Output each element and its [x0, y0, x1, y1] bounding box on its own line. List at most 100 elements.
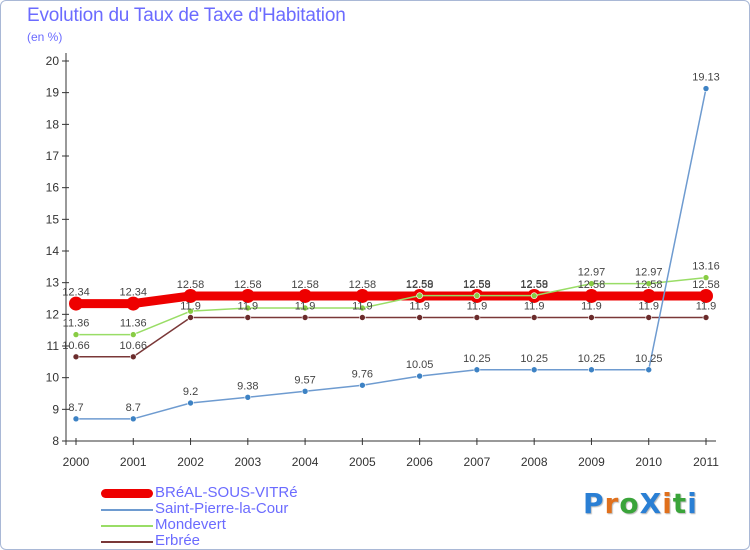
axes: 8 9 10 11 12 13 14 15 16 17 18 19 20 2000 2001 2002 2003…: [46, 53, 719, 469]
data-point-mondevert: [530, 292, 538, 299]
logo-letter: i: [687, 487, 698, 520]
data-label-erbree: 11.9: [638, 301, 659, 313]
data-point-breal: [699, 288, 713, 303]
data-label-erbree: 11.9: [524, 301, 545, 313]
data-label-mondevert: 12.59: [463, 279, 491, 291]
data-point-breal: [641, 288, 656, 303]
legend-swatch-erbree: [101, 541, 153, 543]
logo-letter: X: [639, 487, 663, 520]
x-tick-label: 2001: [120, 455, 147, 469]
series-saint-pierre: [72, 85, 710, 423]
x-tick-label: 2011: [693, 455, 719, 469]
data-label-breal: 12.58: [635, 279, 663, 291]
legend-label-erbree: Erbrée: [155, 532, 201, 549]
data-label-saint-pierre: 10.05: [406, 359, 434, 371]
y-tick-label: 15: [46, 212, 60, 226]
data-label-saint-pierre: 10.25: [635, 353, 663, 365]
x-tick-label: 2006: [406, 455, 433, 469]
data-point-saint-pierre: [244, 393, 252, 401]
data-labels: 12.34 12.34 12.58 12.58 12.58 12.58 12.58 12.58…: [62, 72, 720, 414]
data-point-erbree: [301, 314, 309, 321]
data-label-breal: 12.58: [177, 279, 205, 291]
data-label-saint-pierre: 9.2: [183, 386, 198, 398]
x-tick-label: 2005: [349, 455, 376, 469]
data-point-mondevert: [129, 331, 137, 338]
x-tick-label: 2007: [464, 455, 491, 469]
legend-swatch-breal: [101, 489, 153, 498]
y-tick-label: 9: [52, 402, 59, 416]
series-mondevert: [72, 274, 710, 338]
data-point-mondevert: [416, 292, 423, 299]
y-tick-label: 12: [46, 307, 60, 321]
data-label-saint-pierre: 10.25: [520, 353, 548, 365]
data-point-saint-pierre: [588, 366, 595, 374]
legend-swatch-saint-pierre: [101, 509, 153, 511]
chart-subtitle: (en %): [27, 30, 63, 44]
proxiti-logo: ProXiti: [583, 487, 698, 520]
data-point-erbree: [187, 314, 194, 321]
data-point-breal: [126, 296, 141, 311]
data-point-saint-pierre: [301, 387, 309, 395]
data-label-breal: 12.58: [520, 279, 548, 291]
data-point-erbree: [244, 314, 252, 321]
data-point-saint-pierre: [72, 415, 80, 423]
data-label-saint-pierre: 9.57: [294, 374, 315, 386]
data-point-saint-pierre: [645, 366, 653, 374]
legend-swatch-mondevert: [101, 525, 153, 527]
data-label-erbree: 11.9: [581, 301, 602, 313]
data-point-saint-pierre: [129, 415, 137, 423]
series-line-mondevert: [76, 276, 707, 336]
data-label-breal: 12.58: [291, 279, 319, 291]
data-point-mondevert: [72, 331, 80, 338]
legend-label-mondevert: Mondevert: [155, 516, 226, 533]
series-line-saint-pierre: [76, 88, 707, 420]
y-tick-label: 10: [46, 371, 60, 385]
data-label-breal: 12.58: [578, 279, 606, 291]
data-label-erbree: 11.9: [295, 301, 316, 313]
data-point-mondevert: [301, 304, 309, 312]
data-point-mondevert: [244, 304, 252, 312]
data-label-mondevert: 13.16: [692, 261, 720, 273]
data-point-breal: [584, 288, 599, 303]
data-label-breal: 12.34: [62, 287, 90, 299]
data-point-saint-pierre: [530, 366, 538, 374]
data-label-saint-pierre: 9.38: [237, 380, 258, 392]
data-point-mondevert: [702, 274, 710, 281]
data-label-saint-pierre: 10.25: [463, 353, 491, 365]
data-label-breal: 12.58: [692, 279, 720, 291]
data-label-breal: 12.58: [349, 279, 377, 291]
data-point-erbree: [129, 353, 137, 361]
data-label-erbree: 11.9: [409, 301, 430, 313]
data-point-erbree: [416, 314, 423, 321]
data-label-saint-pierre: 8.7: [126, 402, 141, 414]
x-tick-label: 2004: [292, 455, 319, 469]
data-label-saint-pierre: 10.25: [578, 353, 606, 365]
data-label-breal: 12.58: [234, 279, 262, 291]
data-point-erbree: [588, 314, 595, 321]
data-point-erbree: [473, 314, 481, 321]
data-label-erbree: 10.66: [62, 340, 90, 352]
data-label-mondevert: 12.59: [520, 279, 548, 291]
data-point-saint-pierre: [416, 372, 423, 380]
data-point-breal: [298, 288, 313, 303]
legend-label-saint-pierre: Saint-Pierre-la-Cour: [155, 500, 289, 517]
data-label-mondevert: 12.59: [406, 279, 434, 291]
x-tick-label: 2010: [635, 455, 662, 469]
y-tick-label: 13: [46, 276, 60, 290]
series-erbree: [72, 314, 710, 361]
data-label-saint-pierre: 19.13: [692, 72, 720, 84]
logo-letter: t: [672, 487, 688, 520]
data-point-breal: [240, 288, 255, 303]
chart-title: Evolution du Taux de Taxe d'Habitation: [27, 5, 346, 26]
data-point-mondevert: [588, 280, 595, 287]
data-point-breal: [183, 288, 198, 303]
y-tick-label: 17: [46, 149, 60, 163]
series-breal: [69, 288, 713, 311]
data-point-mondevert: [645, 280, 653, 287]
x-tick-label: 2002: [177, 455, 204, 469]
data-label-breal: 12.58: [463, 279, 491, 291]
y-tick-label: 16: [46, 181, 60, 195]
data-point-saint-pierre: [702, 85, 710, 92]
